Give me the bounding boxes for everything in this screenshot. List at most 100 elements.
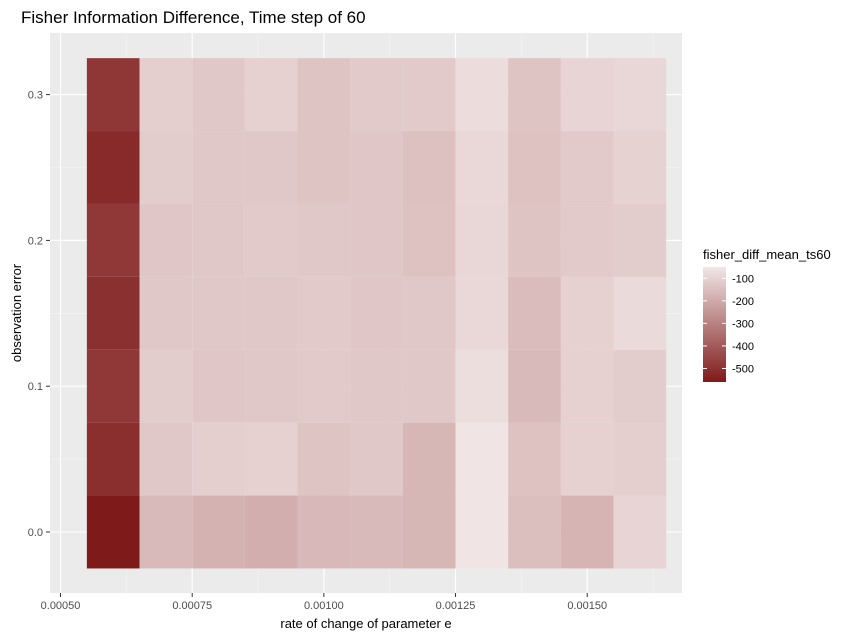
heatmap-tile <box>508 58 561 132</box>
heatmap-tile <box>86 276 140 350</box>
heatmap-tile <box>613 58 667 132</box>
heatmap-tile <box>560 495 614 569</box>
heatmap-tile <box>297 495 351 569</box>
x-tick-label: 0.00050 <box>41 600 81 612</box>
heatmap-tile <box>139 349 193 423</box>
y-tick-label: 0.0 <box>28 527 43 539</box>
x-tick-label: 0.00100 <box>304 600 344 612</box>
heatmap-tile <box>244 203 298 277</box>
heatmap-tile <box>508 203 561 277</box>
heatmap-tile <box>560 276 614 350</box>
heatmap-tile <box>192 349 245 423</box>
heatmap-tile <box>350 422 403 496</box>
chart-title: Fisher Information Difference, Time step… <box>21 8 366 27</box>
heatmap-tile <box>613 276 667 350</box>
heatmap-tile <box>508 422 561 496</box>
heatmap-tile <box>455 58 509 132</box>
heatmap-tile <box>244 276 298 350</box>
heatmap-tile <box>455 276 509 350</box>
heatmap-tile <box>455 495 509 569</box>
heatmap-tile <box>139 276 193 350</box>
heatmap-tile <box>402 495 456 569</box>
x-tick-label: 0.00150 <box>567 600 607 612</box>
heatmap-tile <box>402 203 456 277</box>
heatmap-tile <box>297 422 351 496</box>
heatmap-tile <box>613 203 667 277</box>
legend-tick-label: -400 <box>732 341 754 353</box>
heatmap-tile <box>297 276 351 350</box>
heatmap-tile <box>508 495 561 569</box>
heatmap-tile <box>86 349 140 423</box>
heatmap-tile <box>560 422 614 496</box>
heatmap-tile <box>192 495 245 569</box>
heatmap-tile <box>139 495 193 569</box>
heatmap-tile <box>508 131 561 204</box>
heatmap-tile <box>139 422 193 496</box>
heatmap-tile <box>560 58 614 132</box>
heatmap-tile <box>455 203 509 277</box>
heatmap-tile <box>86 58 140 132</box>
heatmap-tile <box>613 349 667 423</box>
x-tick-label: 0.00075 <box>172 600 212 612</box>
heatmap-tile <box>613 131 667 204</box>
heatmap-tile <box>192 203 245 277</box>
y-tick-label: 0.3 <box>28 90 43 102</box>
heatmap-tile <box>402 131 456 204</box>
heatmap-tile <box>86 422 140 496</box>
y-axis-title: observation error <box>9 263 24 362</box>
legend-tick-label: -300 <box>732 318 754 330</box>
legend-colorbar <box>703 267 726 382</box>
heatmap-tile <box>560 131 614 204</box>
heatmap-tile <box>455 131 509 204</box>
heatmap-tile <box>86 495 140 569</box>
heatmap-tile <box>402 58 456 132</box>
heatmap-tile <box>455 422 509 496</box>
legend-tick-label: -100 <box>732 273 754 285</box>
x-axis: 0.00050 0.00075 0.00100 0.00125 0.00150 <box>41 593 607 612</box>
heatmap-tile <box>86 131 140 204</box>
heatmap-tile <box>402 422 456 496</box>
x-tick-label: 0.00125 <box>436 600 476 612</box>
x-axis-title: rate of change of parameter e <box>280 616 451 631</box>
heatmap-tile <box>244 422 298 496</box>
heatmap-tile <box>192 276 245 350</box>
heatmap-tile <box>86 203 140 277</box>
heatmap-tile <box>402 349 456 423</box>
heatmap-tile <box>508 276 561 350</box>
heatmap-tile <box>402 276 456 350</box>
heatmap-tile <box>350 276 403 350</box>
heatmap-tile <box>560 349 614 423</box>
heatmap-tile <box>297 131 351 204</box>
heatmap-tile <box>244 131 298 204</box>
heatmap-tile <box>350 58 403 132</box>
heatmap-tile <box>297 58 351 132</box>
heatmap-tile <box>139 203 193 277</box>
legend-tick-label: -200 <box>732 296 754 308</box>
heatmap-tile <box>350 349 403 423</box>
heatmap-tile <box>192 58 245 132</box>
legend: fisher_diff_mean_ts60 -100 -200 -300 -400 -5… <box>703 247 831 382</box>
heatmap-tile <box>244 349 298 423</box>
heatmap-tile <box>192 422 245 496</box>
heatmap-tile <box>139 58 193 132</box>
heatmap-tile <box>297 203 351 277</box>
heatmap-tile <box>297 349 351 423</box>
y-tick-label: 0.1 <box>28 381 43 393</box>
legend-title: fisher_diff_mean_ts60 <box>703 247 831 262</box>
heatmap-tiles <box>86 58 667 569</box>
heatmap-tile <box>244 495 298 569</box>
legend-tick-label: -500 <box>732 363 754 375</box>
heatmap-tile <box>244 58 298 132</box>
heatmap-tile <box>560 203 614 277</box>
heatmap-tile <box>350 131 403 204</box>
y-axis: 0.0 0.1 0.2 0.3 <box>28 90 50 539</box>
heatmap-tile <box>613 495 667 569</box>
heatmap-tile <box>613 422 667 496</box>
legend-ticks: -100 -200 -300 -400 -500 <box>703 273 754 375</box>
heatmap-tile <box>350 203 403 277</box>
heatmap-tile <box>350 495 403 569</box>
heatmap-tile <box>508 349 561 423</box>
heatmap-tile <box>455 349 509 423</box>
y-tick-label: 0.2 <box>28 235 43 247</box>
